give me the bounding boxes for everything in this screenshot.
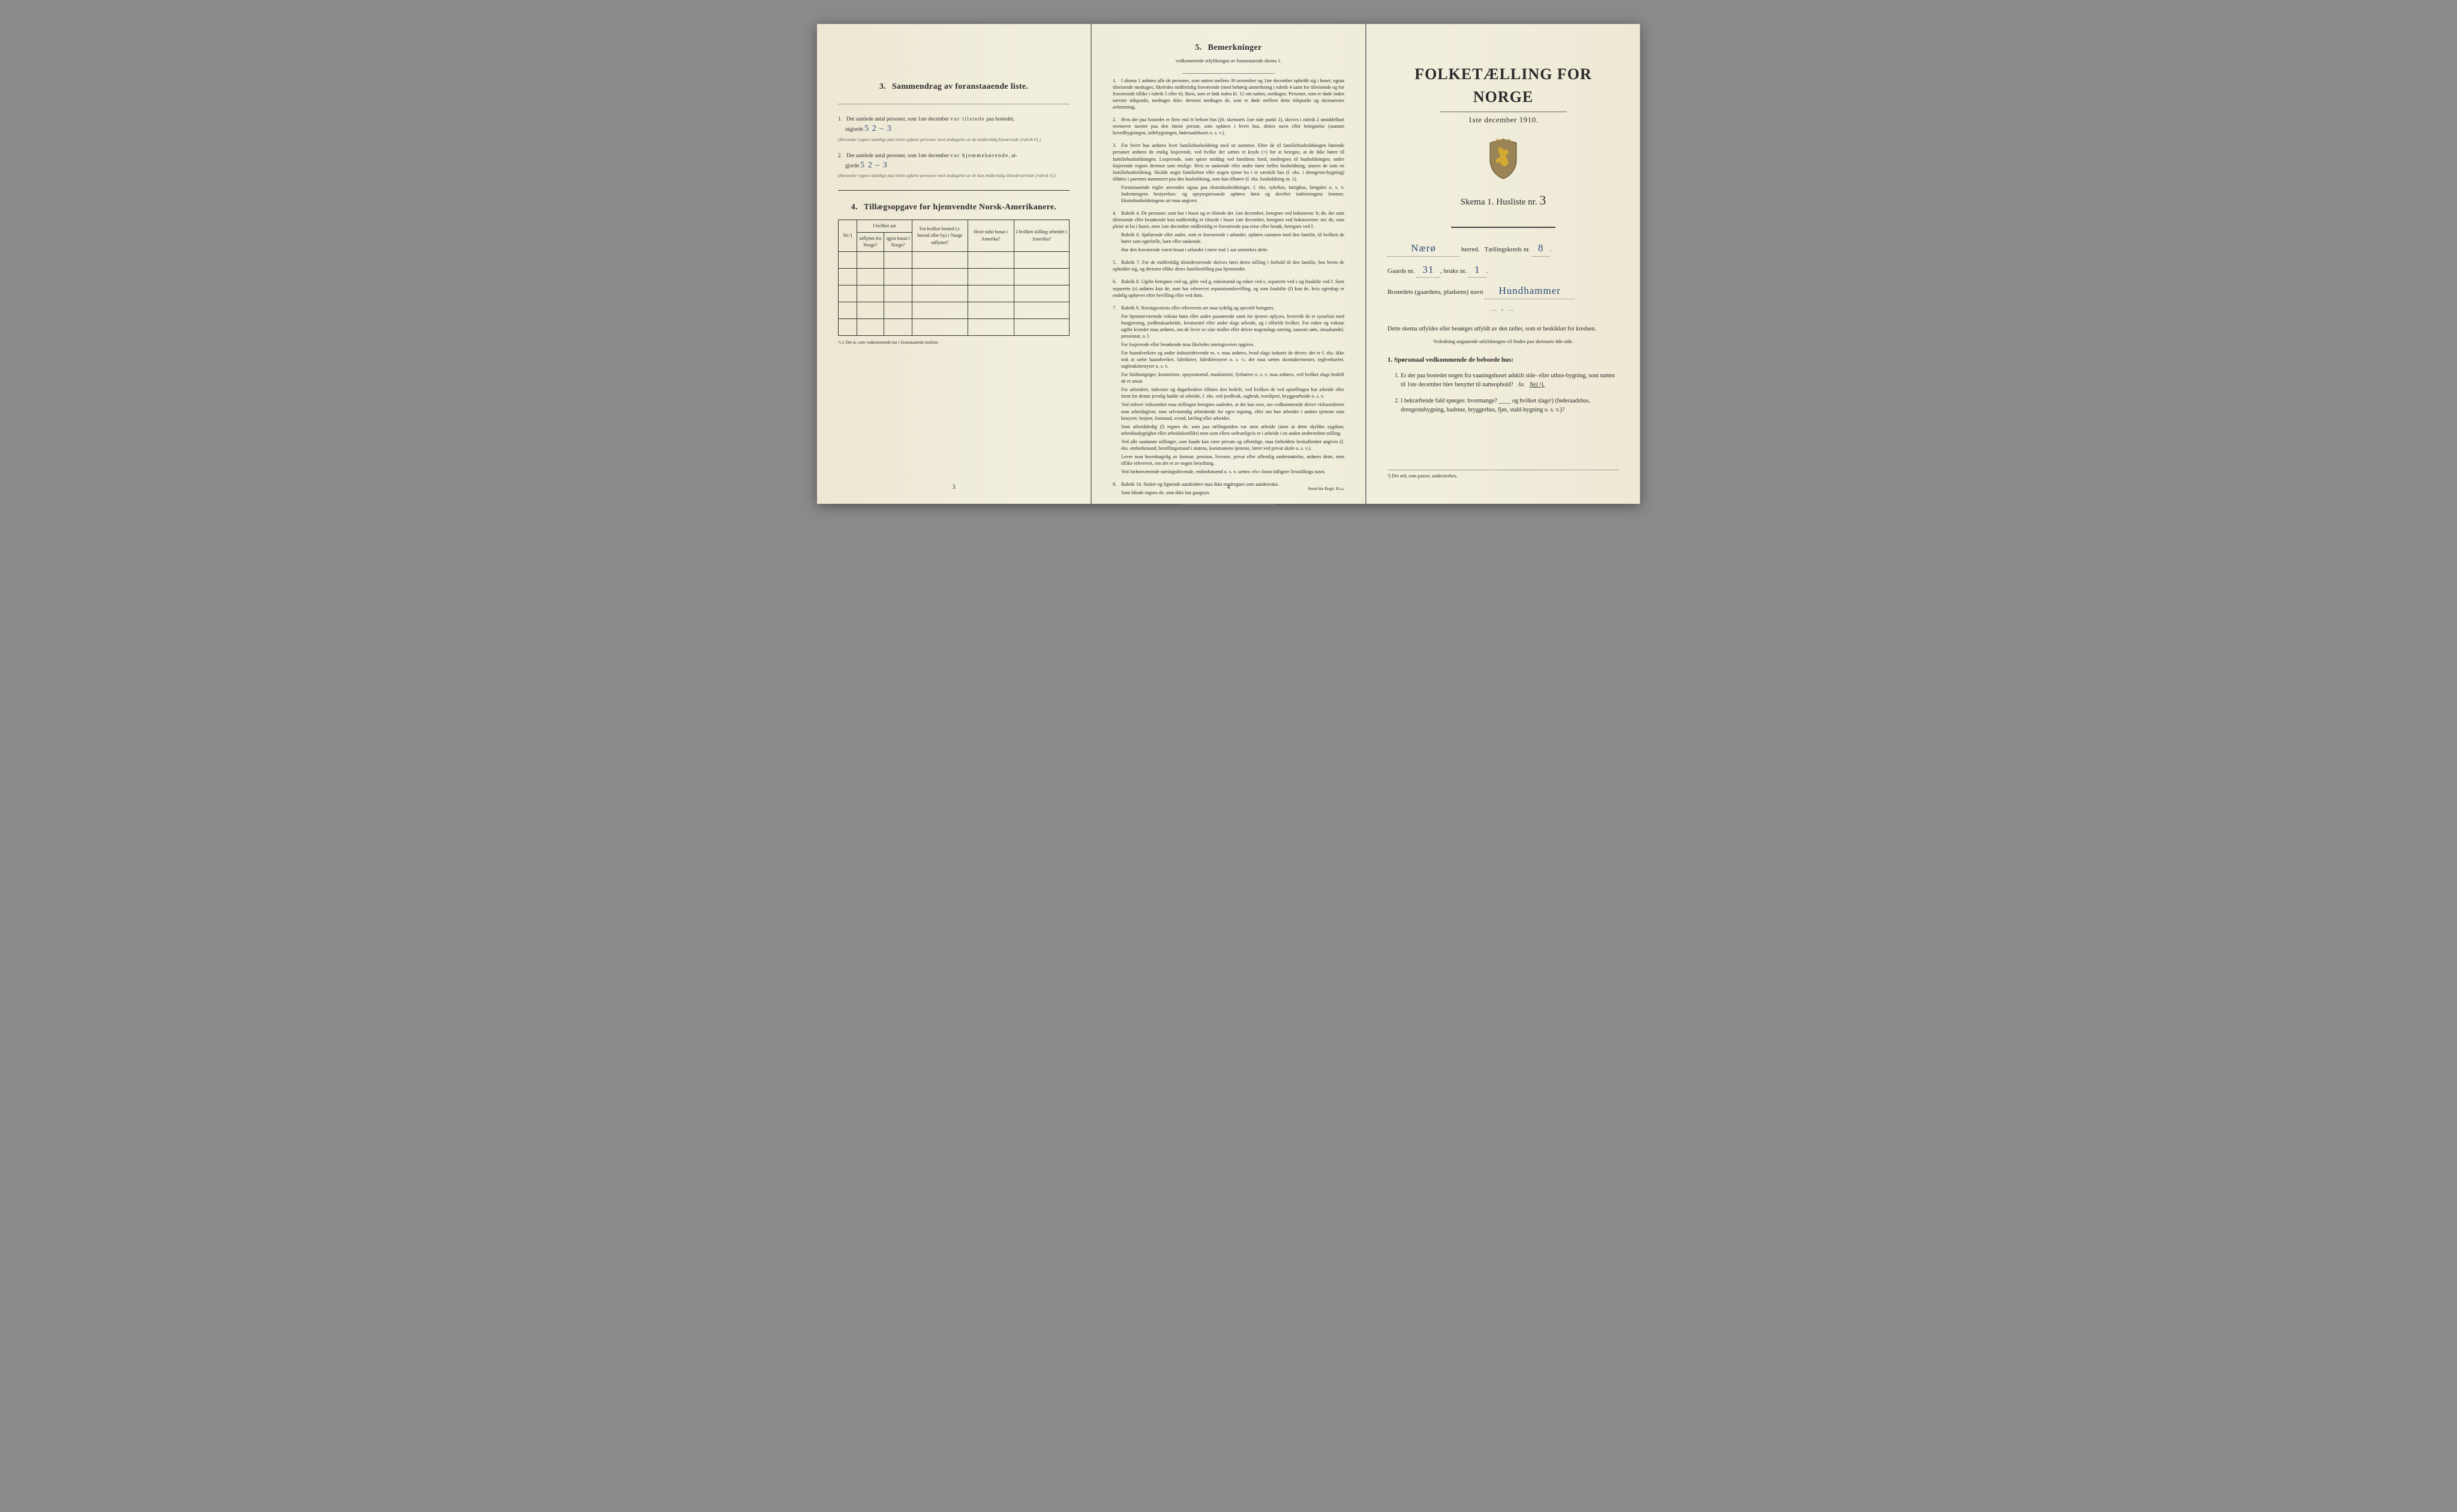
page-cover: FOLKETÆLLING FOR NORGE 1ste december 191… [1366, 24, 1640, 504]
table-body [839, 251, 1070, 335]
right-footnote: ¹) Det ord, som passer, understrekes. [1387, 470, 1619, 480]
table-row [839, 318, 1070, 335]
questions-list: Er der paa bostedet nogen fra vaaningshu… [1387, 371, 1619, 414]
document-spread: 3.Sammendrag av foranstaaende liste. 1. … [817, 24, 1640, 504]
remark-item: Rubrik 8. Ugifte betegnes ved ug, gifte … [1113, 278, 1344, 298]
col-stilling: I hvilken stilling arbeidet i Amerika? [1014, 220, 1069, 252]
col-amerika: Hvor sidst bosat i Amerika? [968, 220, 1014, 252]
instruction-small: Veiledning angaaende utfyldningen vil fi… [1387, 338, 1619, 345]
section-3-item-1: 1. Det samlede antal personer, som 1ste … [838, 115, 1070, 143]
remark-item: Rubrik 7. For de midlertidig tilstedevær… [1113, 259, 1344, 272]
page-number-4: 4 [1227, 483, 1230, 492]
gaards-row: Gaards nr. 31, bruks nr. 1. [1387, 263, 1619, 278]
item-2-value: 5 2 – 3 [860, 161, 888, 170]
ornament-divider: — • — [1387, 306, 1619, 314]
section-5-subtitle: vedkommende utfyldningen av foranstaaend… [1113, 58, 1344, 65]
main-title: FOLKETÆLLING FOR NORGE [1387, 63, 1619, 108]
gaards-value: 31 [1416, 263, 1440, 278]
herred-value: Nærø [1387, 241, 1459, 257]
bosted-value: Hundhammer [1485, 284, 1575, 299]
section-5-title: 5.Bemerkninger [1113, 42, 1344, 54]
coat-of-arms-icon [1486, 138, 1520, 180]
remark-item: Rubrik 9. Næringsveiens eller erhvervets… [1113, 305, 1344, 475]
page-4: 5.Bemerkninger vedkommende utfyldningen … [1092, 24, 1365, 504]
remark-item: I skema 1 anføres alle de personer, som … [1113, 77, 1344, 110]
page-number-3: 3 [953, 483, 956, 492]
question-2: I bekræftende fald spørges: hvormange? _… [1401, 396, 1619, 414]
q1-answer-nei: Nei ¹). [1530, 381, 1545, 388]
remark-item: Hvis der paa bostedet er flere end ét be… [1113, 116, 1344, 136]
question-1: Er der paa bostedet nogen fra vaaningshu… [1401, 371, 1619, 389]
instruction-text: Dette skema utfyldes eller besørges utfy… [1387, 325, 1619, 334]
kreds-value: 8 [1532, 241, 1550, 257]
norsk-amerikanere-table: Nr.¹) I hvilket aar Fra hvilket bosted (… [838, 220, 1070, 336]
item-1-value: 5 2 – 3 [864, 124, 892, 133]
section-4-title: 4.Tillægsopgave for hjemvendte Norsk-Ame… [838, 202, 1070, 214]
bosted-row: Bostedets (gaardens, pladsens) navn Hund… [1387, 284, 1619, 299]
table-row [839, 285, 1070, 302]
remark-item: Rubrik 4. De personer, som bor i huset o… [1113, 210, 1344, 253]
section-3-item-2: 2. Det samlede antal personer, som 1ste … [838, 152, 1070, 179]
table-row [839, 302, 1070, 318]
printer-credit: Steen'ske Bogtr. Kr.a. [1308, 486, 1344, 492]
bruks-value: 1 [1468, 263, 1486, 278]
question-heading: 1. Spørsmaal vedkommende de beboede hus: [1387, 356, 1619, 365]
remarks-list: I skema 1 anføres alle de personer, som … [1113, 77, 1344, 496]
husliste-number: 3 [1539, 193, 1546, 208]
remark-item: For hvert hus anføres hver familiehushol… [1113, 142, 1344, 204]
table-row [839, 251, 1070, 268]
col-bosted: Fra hvilket bosted (ɔ: herred eller by) … [912, 220, 968, 252]
skema-line: Skema 1. Husliste nr. 3 [1387, 191, 1619, 210]
section-3-title: 3.Sammendrag av foranstaaende liste. [838, 81, 1070, 93]
col-nr: Nr.¹) [839, 220, 857, 252]
col-utflyttet: utflyttet fra Norge? [857, 232, 884, 251]
col-igjen: igjen bosat i Norge? [884, 232, 912, 251]
page-3: 3.Sammendrag av foranstaaende liste. 1. … [817, 24, 1091, 504]
table-footnote: ¹) ɔ: Det nr. som vedkommende har i fora… [838, 339, 1070, 345]
herred-row: Nærø herred. Tællingskreds nr. 8. [1387, 241, 1619, 257]
census-date: 1ste december 1910. [1387, 115, 1619, 126]
table-row [839, 268, 1070, 285]
